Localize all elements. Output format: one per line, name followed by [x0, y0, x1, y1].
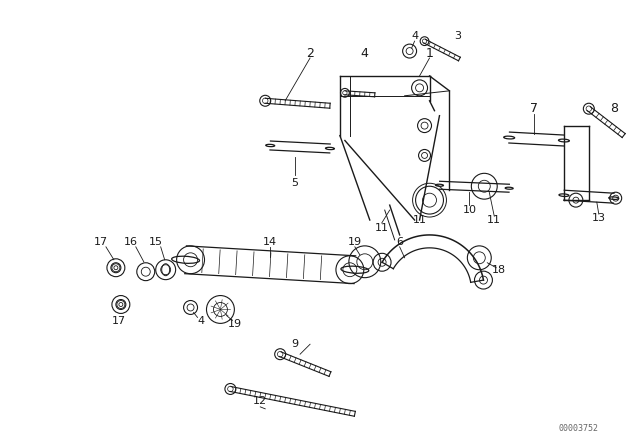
Text: 5: 5: [292, 178, 299, 188]
Text: 18: 18: [492, 265, 506, 275]
Text: 7: 7: [530, 102, 538, 115]
Ellipse shape: [326, 147, 335, 150]
Ellipse shape: [609, 197, 619, 199]
Text: 19: 19: [348, 237, 362, 247]
Ellipse shape: [559, 139, 570, 142]
Text: 14: 14: [263, 237, 277, 247]
Text: 10: 10: [462, 205, 476, 215]
Text: 11: 11: [375, 223, 388, 233]
Text: 4: 4: [361, 47, 369, 60]
Ellipse shape: [505, 187, 513, 189]
Text: 16: 16: [124, 237, 138, 247]
Text: 13: 13: [592, 213, 606, 223]
Ellipse shape: [341, 266, 369, 273]
Text: 15: 15: [148, 237, 163, 247]
Text: 8: 8: [610, 102, 618, 115]
Text: 4: 4: [197, 316, 204, 327]
Text: 6: 6: [396, 237, 403, 247]
Text: 11: 11: [487, 215, 501, 225]
Text: 00003752: 00003752: [559, 424, 599, 433]
Text: 11: 11: [413, 215, 427, 225]
Text: 19: 19: [228, 319, 243, 329]
Text: 3: 3: [454, 31, 461, 41]
Text: 1: 1: [426, 47, 433, 60]
Text: 2: 2: [306, 47, 314, 60]
Text: 4: 4: [411, 31, 418, 41]
Text: 9: 9: [292, 339, 299, 349]
Text: 17: 17: [112, 316, 126, 327]
Text: 17: 17: [94, 237, 108, 247]
Text: 12: 12: [253, 396, 268, 406]
